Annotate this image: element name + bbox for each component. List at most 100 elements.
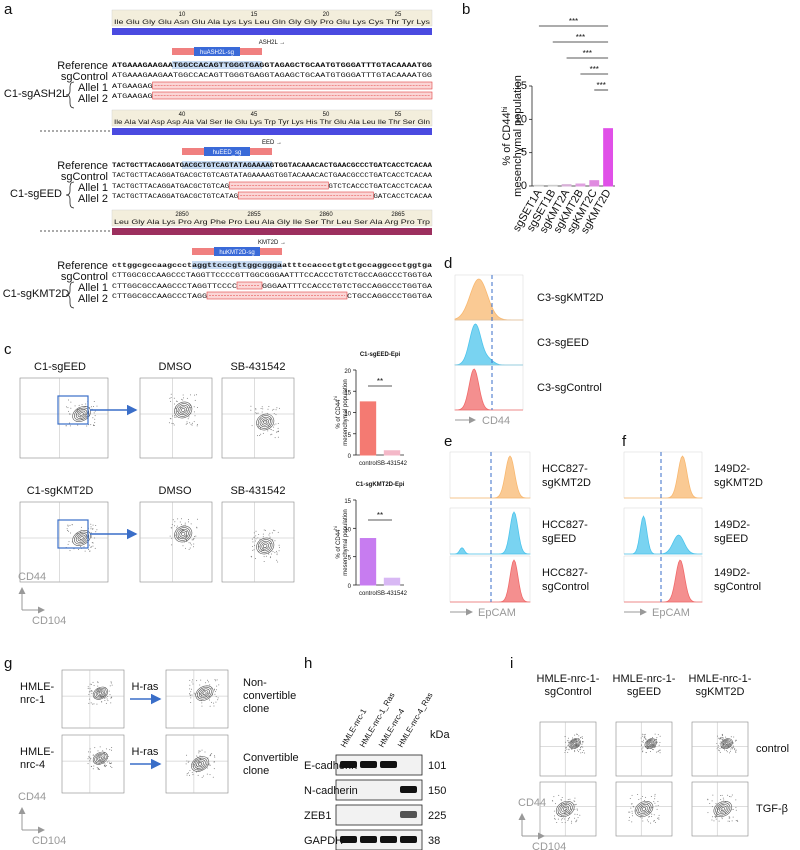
- event-dot: [642, 747, 644, 749]
- event-dot: [199, 684, 201, 686]
- event-dot: [582, 746, 584, 748]
- event-dot: [274, 540, 276, 542]
- event-dot: [68, 410, 70, 412]
- event-dot: [721, 734, 723, 736]
- event-dot: [111, 767, 113, 769]
- event-dot: [711, 806, 713, 808]
- contour: [263, 420, 268, 424]
- event-dot: [96, 529, 98, 531]
- event-dot: [714, 815, 716, 817]
- event-dot: [85, 403, 87, 405]
- event-dot: [724, 749, 726, 751]
- contour: [79, 536, 84, 540]
- event-dot: [193, 543, 195, 545]
- event-dot: [214, 688, 216, 690]
- event-dot: [88, 698, 90, 700]
- contour: [573, 742, 577, 745]
- event-dot: [191, 539, 193, 541]
- plot-frame: [19, 501, 109, 583]
- sample-label: 149D2-: [714, 567, 750, 579]
- contour: [257, 415, 273, 429]
- event-dot: [654, 793, 656, 795]
- event-dot: [629, 811, 631, 813]
- protein-label: ZEB1: [304, 810, 332, 822]
- event-dot: [553, 810, 555, 812]
- event-dot: [568, 818, 570, 820]
- histogram: [624, 515, 703, 555]
- event-dot: [576, 749, 578, 751]
- event-dot: [582, 737, 584, 739]
- event-dot: [277, 427, 279, 429]
- event-dot: [719, 738, 721, 740]
- blot: [335, 804, 423, 826]
- event-dot: [575, 803, 577, 805]
- hist-frame: [623, 507, 703, 555]
- deletion-box: [152, 81, 433, 90]
- event-dot: [631, 815, 633, 817]
- event-dot: [198, 750, 200, 752]
- x-axis-label: EpCAM: [652, 607, 690, 619]
- row-label: Reference: [57, 160, 108, 172]
- contour: [555, 800, 575, 818]
- contour: [641, 807, 647, 811]
- event-dot: [271, 532, 273, 534]
- event-dot: [102, 750, 104, 752]
- event-dot: [267, 412, 269, 414]
- event-dot: [107, 755, 109, 757]
- event-dot: [270, 542, 272, 544]
- event-dot: [274, 437, 276, 439]
- event-dot: [631, 810, 633, 812]
- event-dot: [574, 817, 576, 819]
- event-dot: [728, 820, 730, 822]
- contour: [257, 539, 273, 553]
- gate: [57, 395, 89, 425]
- event-dot: [190, 691, 192, 693]
- flow-plot: [539, 721, 597, 777]
- event-dot: [213, 755, 215, 757]
- event-dot: [642, 735, 644, 737]
- event-dot: [651, 815, 653, 817]
- panel-letter: b: [462, 1, 470, 18]
- event-dot: [554, 818, 556, 820]
- event-dot: [93, 400, 95, 402]
- event-dot: [89, 550, 91, 552]
- event-dot: [654, 747, 656, 749]
- event-dot: [109, 685, 111, 687]
- event-dot: [260, 550, 262, 552]
- event-dot: [175, 416, 177, 418]
- contour: [724, 741, 730, 746]
- event-dot: [580, 746, 582, 748]
- event-dot: [732, 748, 734, 750]
- event-dot: [212, 776, 214, 778]
- y-axis-label: % of CD44hi: [500, 106, 513, 165]
- row-label: Allel 2: [78, 93, 108, 105]
- event-dot: [190, 702, 192, 704]
- contour: [634, 800, 654, 818]
- band: [380, 761, 397, 768]
- event-dot: [650, 822, 652, 824]
- event-dot: [70, 401, 72, 403]
- event-dot: [90, 532, 92, 534]
- sample-label: 149D2-: [714, 519, 750, 531]
- event-dot: [659, 752, 661, 754]
- event-dot: [735, 820, 737, 822]
- y-tick-label: 5: [521, 147, 527, 159]
- event-dot: [276, 431, 278, 433]
- bar: [575, 183, 586, 187]
- column-label: sgEED: [627, 686, 661, 698]
- event-dot: [267, 408, 269, 410]
- event-dot: [83, 546, 85, 548]
- unit-label: kDa: [430, 729, 450, 741]
- event-dot: [251, 538, 253, 540]
- event-dot: [717, 745, 719, 747]
- event-dot: [208, 692, 210, 694]
- event-dot: [89, 688, 91, 690]
- event-dot: [728, 816, 730, 818]
- event-dot: [735, 750, 737, 752]
- y-tick-label: 10: [344, 527, 351, 533]
- contour: [177, 528, 189, 540]
- event-dot: [196, 680, 198, 682]
- event-dot: [189, 679, 191, 681]
- event-dot: [180, 518, 182, 520]
- event-dot: [580, 748, 582, 750]
